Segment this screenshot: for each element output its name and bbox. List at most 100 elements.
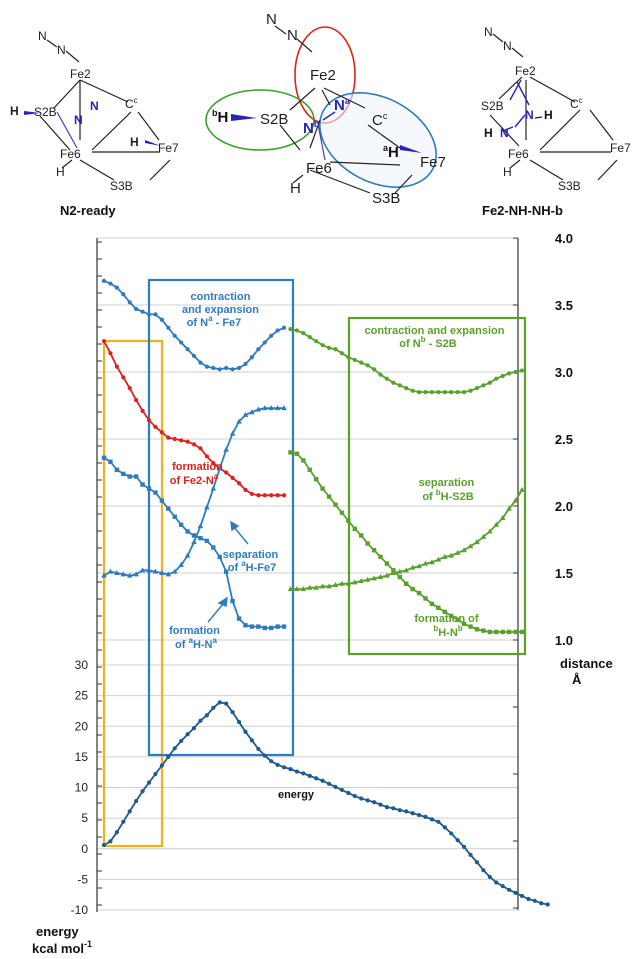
point-energy	[179, 738, 184, 744]
point-bh_s2b	[396, 568, 403, 574]
point-energy	[108, 839, 113, 844]
left-axis-unit: kcal mol-1	[32, 939, 92, 956]
point-energy	[320, 778, 325, 783]
s1-fe2: Fe2	[70, 67, 91, 81]
point-bh_s2b	[294, 586, 300, 592]
point-bh_nb	[436, 605, 441, 611]
point-bh_nb	[487, 629, 493, 635]
point-ah_na	[249, 624, 255, 629]
s2-n-top: N	[266, 11, 277, 28]
point-energy	[384, 805, 390, 810]
right-tick-label: 1.0	[555, 633, 573, 648]
ann-formation-fe2-na: formation of Fe2-Na	[170, 461, 226, 487]
left-tick-label: 25	[75, 689, 89, 703]
point-energy	[326, 781, 332, 786]
point-fe2_na	[159, 430, 164, 435]
point-na_fe7	[211, 365, 216, 371]
point-energy	[301, 771, 306, 776]
point-energy	[339, 787, 345, 793]
left-tick-label: 15	[75, 750, 89, 764]
point-bh_nb	[288, 450, 293, 455]
point-bh_nb	[429, 601, 435, 607]
point-na_fe7	[108, 281, 113, 286]
point-energy	[230, 710, 235, 715]
point-bh_s2b	[358, 578, 365, 584]
s3-cc: Cc	[570, 96, 583, 111]
point-bh_nb	[481, 628, 486, 633]
point-ah_na	[133, 474, 139, 479]
point-nb_s2b	[288, 327, 293, 332]
point-ah_fe7	[281, 405, 287, 411]
point-ah_fe7	[165, 571, 172, 577]
point-nb_s2b	[474, 385, 480, 391]
point-fe2_na	[179, 438, 184, 443]
s2-bh: bH	[212, 108, 228, 126]
left-tick-label: -5	[77, 872, 88, 886]
point-na_fe7	[153, 312, 158, 317]
point-energy	[249, 738, 254, 743]
point-ah_fe7	[229, 430, 236, 436]
point-bh_nb	[294, 451, 300, 456]
point-fe2_na	[262, 493, 267, 498]
s1-fe6: Fe6	[60, 147, 81, 161]
right-tick-label: 4.0	[555, 231, 573, 246]
point-fe2_na	[198, 446, 203, 451]
point-ah_na	[204, 538, 210, 544]
point-bh_nb	[397, 574, 402, 580]
point-nb_s2b	[494, 376, 499, 381]
point-bh_s2b	[339, 580, 345, 586]
point-bh_s2b	[332, 582, 339, 588]
point-ah_fe7	[197, 523, 204, 529]
series-fe2_na	[101, 339, 287, 498]
point-energy	[481, 868, 486, 873]
point-ah_fe7	[120, 571, 127, 577]
point-ah_na	[185, 529, 190, 534]
point-energy	[423, 814, 428, 820]
point-na_fe7	[236, 365, 242, 371]
point-nb_s2b	[404, 385, 409, 391]
point-energy	[333, 784, 338, 789]
s3-fe6: Fe6	[508, 147, 529, 161]
s3-n-top: N	[484, 25, 493, 39]
point-bh_s2b	[313, 584, 320, 590]
arrow-formation-ah	[207, 602, 225, 623]
right-tick-label: 2.0	[555, 499, 573, 514]
point-energy	[185, 732, 190, 737]
arrow-separation	[233, 526, 249, 545]
point-nb_s2b	[326, 345, 332, 350]
point-ah_na	[146, 486, 152, 491]
point-bh_s2b	[416, 563, 422, 569]
point-bh_s2b	[377, 574, 384, 580]
point-ah_na	[153, 490, 158, 495]
point-ah_na	[281, 624, 287, 629]
point-bh_nb	[468, 624, 473, 629]
point-nb_s2b	[359, 360, 364, 365]
s3-caption: Fe2-NH-NH-b	[482, 203, 563, 218]
box-yellow	[102, 339, 164, 848]
series-energy	[101, 700, 550, 907]
right-axis-title: distance	[560, 656, 613, 671]
point-ah_na	[191, 533, 197, 538]
left-axis-title: energy	[36, 924, 79, 939]
point-fe2_na	[249, 491, 254, 497]
point-fe2_na	[172, 436, 177, 442]
point-na_fe7	[275, 328, 280, 333]
point-nb_s2b	[519, 368, 525, 373]
point-fe2_na	[281, 493, 287, 498]
point-bh_s2b	[345, 580, 352, 586]
point-ah_na	[243, 623, 248, 628]
series-bh_s2b	[287, 486, 525, 592]
left-axis: -10 -5 0 5 10 15 20 25 30	[71, 238, 102, 917]
series-layer	[101, 278, 550, 907]
point-bh_s2b	[519, 486, 525, 492]
point-bh_s2b	[448, 552, 455, 558]
s2-ah: aH	[383, 143, 399, 161]
s2-fe6: Fe6	[306, 160, 332, 177]
point-fe2_na	[153, 424, 158, 430]
point-na_fe7	[172, 333, 177, 338]
point-fe2_na	[275, 493, 280, 498]
point-bh_s2b	[493, 521, 500, 527]
point-bh_s2b	[512, 497, 519, 503]
